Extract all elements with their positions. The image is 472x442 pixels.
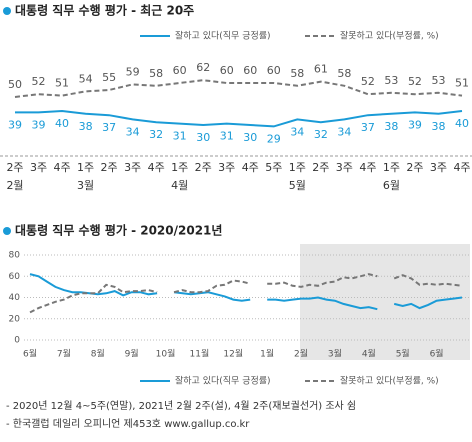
month-label: 6월	[383, 179, 400, 192]
x-tick-label: 4주	[148, 161, 165, 174]
x-tick-label: 1주	[289, 161, 306, 174]
data-label: 60	[220, 64, 234, 77]
chart-title: 대통령 직무 수행 평가 - 최근 20주	[15, 3, 194, 18]
legend-label: 잘하고 있다(직무 긍정률)	[175, 30, 271, 42]
data-label: 52	[32, 75, 46, 88]
data-label: 39	[32, 118, 46, 131]
data-label: 60	[243, 64, 257, 77]
footnote: - 한국갤럽 데일리 오피니언 제453호 www.gallup.co.kr	[6, 418, 250, 430]
month-label: 3월	[77, 179, 94, 192]
x-tick-label: 1월	[260, 348, 274, 360]
x-tick-label: 2주	[195, 161, 212, 174]
series-line	[14, 79, 463, 98]
x-tick-label: 3주	[336, 161, 353, 174]
y-tick-label: 60	[9, 272, 21, 282]
data-label: 60	[173, 64, 187, 77]
x-tick-label: 10월	[156, 348, 176, 360]
y-tick-label: 80	[9, 251, 21, 261]
data-label: 29	[267, 132, 281, 145]
series-line	[15, 109, 463, 128]
footnote: - 2020년 12월 4~5주(연말), 2021년 2월 2주(설), 4월…	[6, 399, 356, 412]
data-label: 31	[220, 130, 234, 143]
month-label: 5월	[289, 179, 306, 192]
month-label: 2월	[6, 179, 23, 192]
x-tick-label: 2주	[312, 161, 329, 174]
x-tick-label: 11월	[190, 348, 210, 360]
title-bullet	[3, 7, 11, 15]
x-tick-label: 4주	[53, 161, 70, 174]
data-label: 37	[361, 121, 375, 134]
x-tick-label: 3주	[218, 161, 235, 174]
x-tick-label: 2주	[101, 161, 118, 174]
data-label: 34	[290, 125, 304, 138]
y-tick-label: 40	[9, 293, 21, 303]
y-tick-label: 20	[9, 314, 21, 324]
x-tick-label: 1주	[171, 161, 188, 174]
data-label: 38	[431, 120, 445, 133]
x-tick-label: 6월	[430, 348, 444, 360]
data-label: 58	[149, 67, 163, 80]
data-label: 34	[126, 125, 140, 138]
data-label: 38	[79, 120, 93, 133]
data-label: 58	[290, 67, 304, 80]
x-tick-label: 5월	[396, 348, 410, 360]
x-tick-label: 4주	[359, 161, 376, 174]
data-label: 38	[384, 120, 398, 133]
data-label: 52	[361, 75, 375, 88]
data-label: 34	[337, 125, 351, 138]
data-label: 40	[55, 117, 69, 130]
x-tick-label: 1주	[383, 161, 400, 174]
x-tick-label: 2주	[6, 161, 23, 174]
x-tick-label: 2주	[406, 161, 423, 174]
x-tick-label: 6월	[23, 348, 37, 360]
highlight-area	[300, 244, 470, 360]
x-tick-label: 3주	[124, 161, 141, 174]
x-tick-label: 8월	[91, 348, 105, 360]
x-tick-label: 1주	[77, 161, 94, 174]
x-tick-label: 3주	[430, 161, 447, 174]
data-label: 61	[314, 63, 328, 76]
x-tick-label: 2월	[294, 348, 308, 360]
data-label: 53	[384, 74, 398, 87]
x-tick-label: 9월	[125, 348, 139, 360]
data-label: 32	[314, 128, 328, 141]
legend-label: 잘못하고 있다(부정률, %)	[340, 375, 439, 387]
data-label: 32	[149, 128, 163, 141]
data-label: 40	[455, 117, 469, 130]
legend-label: 잘하고 있다(직무 긍정률)	[175, 375, 271, 387]
data-label: 53	[431, 74, 445, 87]
data-label: 37	[102, 121, 116, 134]
data-label: 30	[196, 131, 210, 144]
data-label: 62	[196, 61, 210, 74]
data-label: 51	[55, 77, 69, 90]
month-label: 4월	[171, 179, 188, 192]
x-tick-label: 4주	[453, 161, 470, 174]
x-tick-label: 4주	[242, 161, 259, 174]
x-tick-label: 3주	[30, 161, 47, 174]
data-label: 55	[102, 71, 116, 84]
x-tick-label: 7월	[57, 348, 71, 360]
title-bullet	[3, 227, 11, 235]
data-label: 58	[337, 67, 351, 80]
series-line	[29, 273, 463, 314]
y-tick-label: 0	[14, 336, 20, 346]
x-tick-label: 4월	[362, 348, 376, 360]
data-label: 51	[455, 77, 469, 90]
data-label: 52	[408, 75, 422, 88]
data-label: 39	[408, 118, 422, 131]
x-tick-label: 12월	[223, 348, 243, 360]
data-label: 39	[8, 118, 22, 131]
data-label: 31	[173, 130, 187, 143]
x-tick-label: 3월	[328, 348, 342, 360]
data-label: 50	[8, 78, 22, 91]
data-label: 54	[79, 72, 93, 85]
data-label: 59	[126, 65, 140, 78]
x-tick-label: 5주	[265, 161, 282, 174]
data-label: 30	[243, 131, 257, 144]
legend-label: 잘못하고 있다(부정률, %)	[340, 30, 439, 42]
chart-title: 대통령 직무 수행 평가 - 2020/2021년	[15, 223, 222, 238]
data-label: 60	[267, 64, 281, 77]
